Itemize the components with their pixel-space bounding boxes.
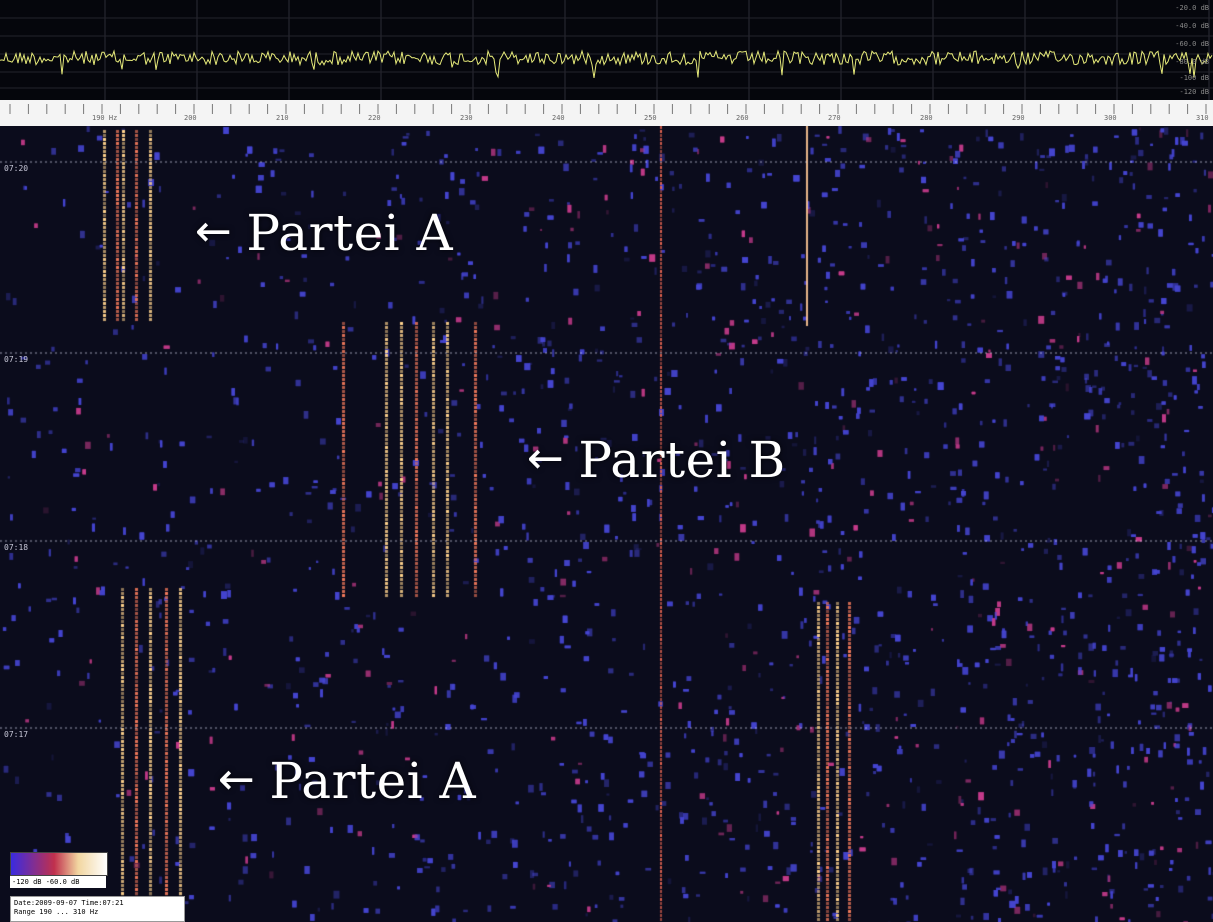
ruler-tick-label: 240: [552, 114, 565, 122]
ruler-tick-label: 280: [920, 114, 933, 122]
ruler-tick-label: 300: [1104, 114, 1117, 122]
ruler-tick-label: 260: [736, 114, 749, 122]
db-label: -80.0 dB: [1175, 58, 1209, 66]
db-label: -40.0 dB: [1175, 22, 1209, 30]
ruler-tick-label: 270: [828, 114, 841, 122]
spectrum-panel: -20.0 dB -40.0 dB -60.0 dB -80.0 dB -100…: [0, 0, 1213, 100]
time-label: 07:18: [4, 543, 29, 552]
annotation-text: Partei A: [269, 752, 477, 810]
time-label: 07:20: [4, 164, 29, 173]
ruler-ticks: [9, 104, 1207, 114]
annotation-partei-a-bottom: ← Partei A: [218, 752, 476, 810]
db-label: -100 dB: [1179, 74, 1209, 82]
frequency-ruler[interactable]: 190 Hz 200 210 220 230 240 250 260 270 280 290 300 3…: [0, 100, 1213, 126]
time-label: 07:17: [4, 730, 29, 739]
color-scale-legend: -120 dB -60.0 dB: [10, 852, 108, 892]
info-date-time: Date:2009-09-07 Time:07:21: [14, 899, 124, 907]
left-arrow-icon: ←: [527, 433, 565, 484]
info-box: Date:2009-09-07 Time:07:21 Range 190 ...…: [10, 896, 185, 922]
left-arrow-icon: ←: [218, 754, 256, 805]
ruler-tick-label: 250: [644, 114, 657, 122]
annotation-partei-b: ← Partei B: [527, 431, 786, 489]
color-scale-range: -120 dB -60.0 dB: [10, 876, 106, 888]
ruler-tick-label: 190 Hz: [92, 114, 118, 122]
db-label: -20.0 dB: [1175, 4, 1209, 12]
time-label: 07:19: [4, 355, 29, 364]
ruler-tick-label: 310: [1196, 114, 1209, 122]
ruler-tick-label: 230: [460, 114, 473, 122]
annotation-text: Partei B: [578, 431, 786, 489]
ruler-tick-label: 220: [368, 114, 381, 122]
ruler-tick-label: 200: [184, 114, 197, 122]
spectrum-trace: [0, 49, 1213, 79]
annotation-partei-a-top: ← Partei A: [195, 204, 453, 262]
color-gradient-bar: [10, 852, 108, 876]
annotation-text: Partei A: [246, 204, 454, 262]
db-label: -60.0 dB: [1175, 40, 1209, 48]
info-range: Range 190 ... 310 Hz: [14, 908, 99, 916]
ruler-tick-label: 290: [1012, 114, 1025, 122]
db-label: -120 dB: [1179, 88, 1209, 96]
left-arrow-icon: ←: [195, 206, 233, 257]
waterfall-display[interactable]: 07:20 07:19 07:18 07:17 ← Partei A ← Parte…: [0, 126, 1213, 922]
ruler-tick-label: 210: [276, 114, 289, 122]
spectrum-plot: [0, 0, 1213, 100]
waterfall-canvas: [0, 126, 1213, 922]
